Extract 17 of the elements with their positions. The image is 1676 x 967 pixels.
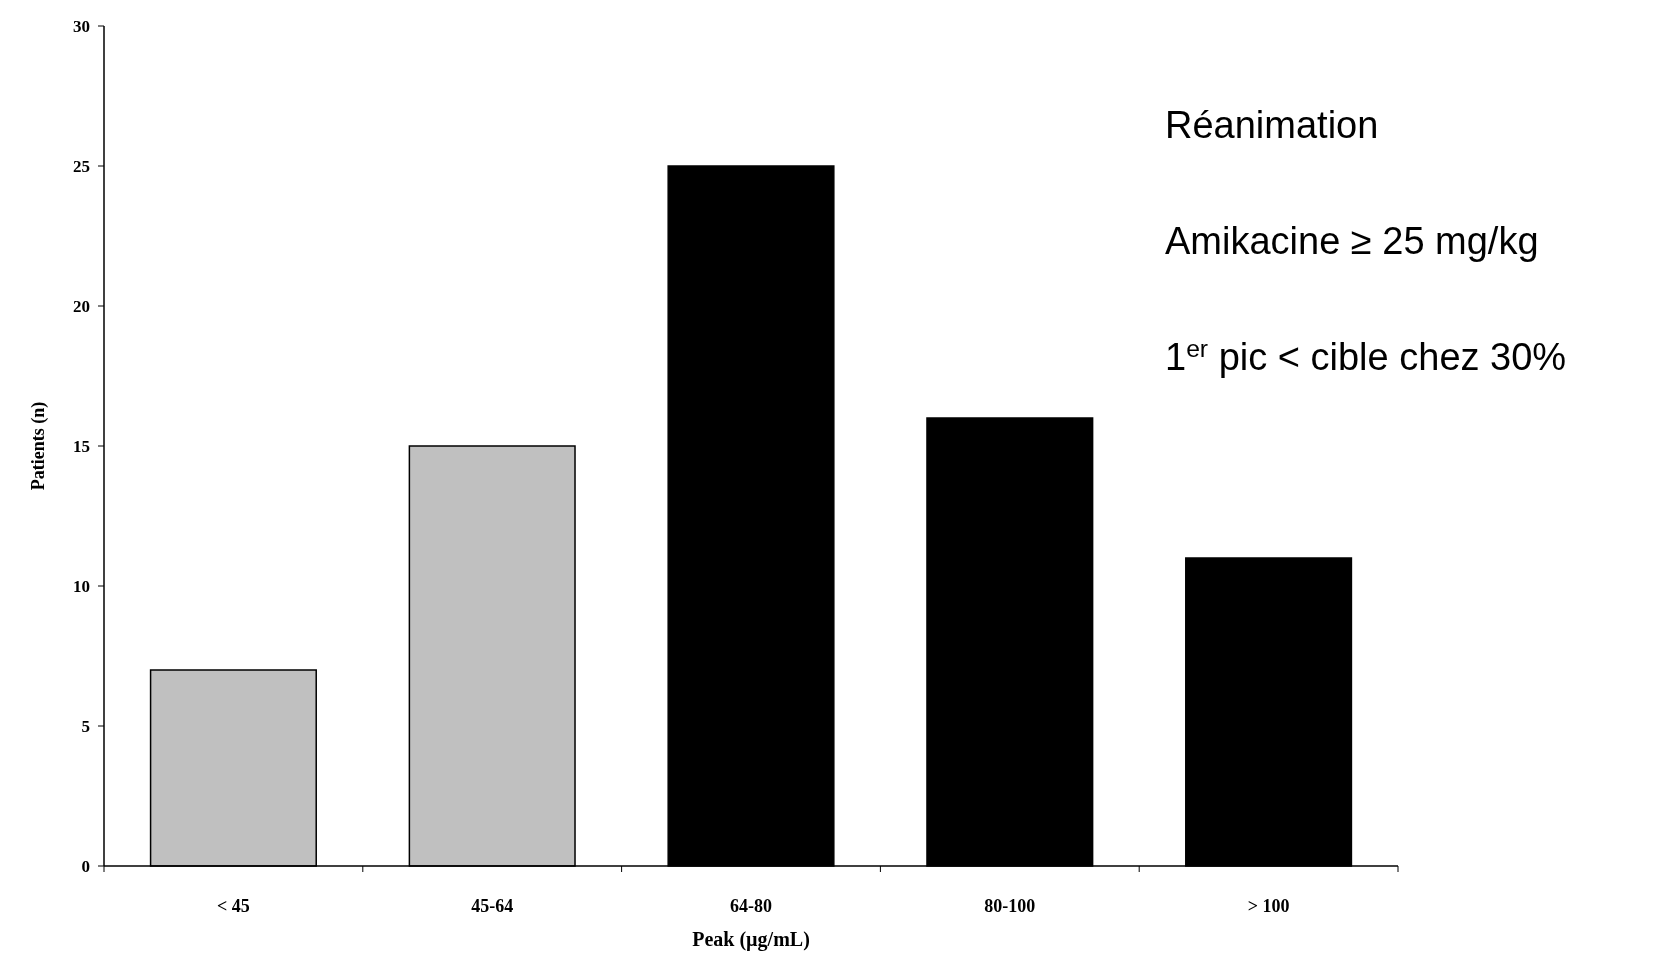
annotation: 1$^{er}$ pic < cible chez 30%: [1165, 334, 1567, 378]
x-axis-title: Peak (µg/mL): [692, 928, 810, 951]
y-tick-label: 5: [81, 716, 90, 736]
annotation: Réanimation: [1165, 104, 1379, 146]
y-tick-label: 10: [73, 576, 90, 596]
x-tick-label: 64-80: [730, 896, 772, 916]
y-axis-title: Patients (n): [28, 401, 49, 491]
y-tick-label: 20: [73, 296, 90, 316]
y-tick-label: 15: [73, 436, 90, 456]
annotation: Amikacine ≥ 25 mg/kg: [1165, 220, 1539, 262]
x-tick-label: > 100: [1247, 896, 1290, 916]
x-tick-label: < 45: [217, 896, 250, 916]
x-tick-label: 45-64: [471, 896, 514, 916]
y-tick-label: 25: [73, 156, 90, 176]
y-tick-label: 30: [73, 16, 90, 36]
y-tick-label: 0: [81, 856, 90, 876]
x-tick-label: 80-100: [984, 896, 1036, 916]
